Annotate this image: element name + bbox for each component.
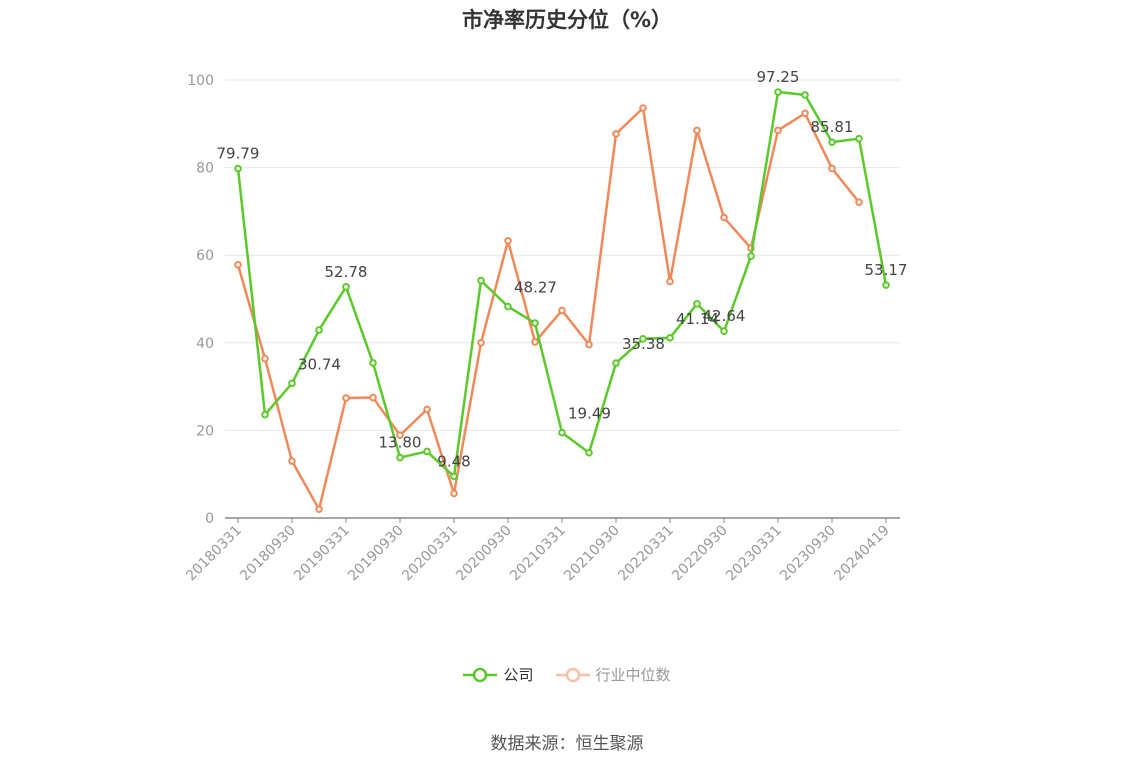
data-point[interactable] — [774, 88, 782, 96]
series-layer — [234, 88, 890, 514]
data-point[interactable] — [369, 359, 377, 367]
data-point[interactable] — [639, 335, 647, 343]
x-tick-label: 20190930 — [345, 523, 407, 585]
data-point[interactable] — [585, 448, 593, 457]
legend: 公司 行业中位数 — [0, 664, 1134, 685]
legend-label-industry-median: 行业中位数 — [595, 666, 671, 684]
data-label: 13.80 — [379, 434, 422, 452]
data-point[interactable] — [855, 134, 863, 143]
data-label: 41.14 — [676, 310, 719, 328]
legend-item-company[interactable]: 公司 — [463, 664, 534, 685]
y-tick-label: 20 — [196, 423, 214, 439]
y-tick-label: 80 — [196, 161, 214, 177]
label-layer: 79.79 30.74 52.78 13.80 9.48 48.27 19.49 35.38 4… — [217, 68, 908, 470]
x-tick-label: 20210331 — [507, 523, 569, 585]
data-point[interactable] — [504, 236, 512, 245]
data-label: 53.17 — [865, 261, 908, 279]
data-point[interactable] — [612, 130, 620, 138]
chart-title: 市净率历史分位（%） — [461, 8, 673, 32]
data-point[interactable] — [639, 104, 647, 112]
x-tick-label: 20210930 — [561, 523, 623, 585]
legend-item-industry-median[interactable]: 行业中位数 — [555, 664, 671, 685]
data-point[interactable] — [315, 505, 323, 514]
data-point[interactable] — [693, 126, 701, 135]
data-point[interactable] — [774, 126, 782, 135]
data-source: 数据来源：恒生聚源 — [490, 734, 644, 754]
data-point[interactable] — [666, 277, 674, 286]
x-tick-label: 20230331 — [723, 523, 785, 585]
data-label: 97.25 — [757, 68, 800, 86]
data-point[interactable] — [585, 340, 593, 349]
series-line-company — [236, 90, 888, 478]
data-point[interactable] — [234, 261, 242, 269]
data-point[interactable] — [558, 306, 566, 315]
data-point[interactable] — [477, 339, 485, 347]
x-tick-label: 20200331 — [399, 523, 461, 585]
data-point[interactable] — [531, 338, 539, 346]
x-tick-label: 20240419 — [831, 523, 893, 585]
data-point[interactable] — [234, 164, 242, 173]
legend-line-marker-icon — [555, 667, 590, 682]
y-tick-label: 40 — [196, 336, 214, 352]
axis-layer: 0 20 40 60 80 100 2018033120180930201903312019… — [183, 73, 900, 584]
data-point[interactable] — [369, 393, 377, 402]
data-point[interactable] — [396, 453, 404, 462]
data-point[interactable] — [450, 489, 458, 498]
data-point[interactable] — [612, 359, 620, 367]
x-tick-label: 20180331 — [183, 523, 245, 585]
data-point[interactable] — [666, 334, 674, 342]
y-tick-label: 100 — [187, 73, 214, 89]
data-point[interactable] — [342, 394, 350, 402]
legend-line-marker-icon — [463, 667, 498, 682]
data-label: 30.74 — [298, 355, 341, 373]
data-point[interactable] — [882, 281, 890, 289]
data-label: 48.27 — [514, 279, 557, 297]
data-point[interactable] — [828, 164, 836, 173]
data-label: 52.78 — [325, 263, 368, 281]
data-point[interactable] — [261, 354, 269, 363]
x-tick-label: 20220331 — [615, 523, 677, 585]
data-label: 9.48 — [437, 452, 470, 470]
y-tick-label: 0 — [205, 511, 214, 527]
data-point[interactable] — [720, 213, 728, 222]
data-point[interactable] — [801, 91, 809, 99]
data-point[interactable] — [423, 447, 431, 456]
data-point[interactable] — [261, 410, 269, 419]
data-point[interactable] — [450, 472, 458, 481]
data-point[interactable] — [693, 300, 701, 308]
data-point[interactable] — [720, 327, 728, 336]
x-tick-label: 20200930 — [453, 523, 515, 585]
y-tick-label: 60 — [196, 248, 214, 264]
data-point[interactable] — [504, 302, 512, 311]
data-point[interactable] — [558, 428, 566, 437]
data-label: 35.38 — [622, 335, 665, 353]
data-point[interactable] — [855, 198, 863, 207]
data-point[interactable] — [828, 138, 836, 146]
data-point[interactable] — [423, 405, 431, 414]
data-point[interactable] — [477, 276, 485, 285]
data-label: 79.79 — [217, 145, 260, 163]
data-point[interactable] — [801, 109, 809, 118]
data-point[interactable] — [288, 457, 296, 465]
data-point[interactable] — [531, 319, 539, 327]
data-point[interactable] — [288, 379, 296, 388]
x-tick-label: 20230930 — [777, 523, 839, 585]
x-tick-label: 20220930 — [669, 523, 731, 585]
data-point[interactable] — [396, 431, 404, 440]
data-point[interactable] — [747, 252, 755, 260]
legend-label-company: 公司 — [503, 666, 534, 684]
grid-layer — [225, 79, 900, 431]
data-label: 85.81 — [811, 118, 854, 136]
data-label: 42.64 — [703, 307, 746, 325]
x-tick-label: 20190331 — [291, 523, 353, 585]
data-point[interactable] — [342, 283, 350, 291]
x-tick-label: 20180930 — [237, 523, 299, 585]
data-point[interactable] — [315, 326, 323, 334]
data-label: 19.49 — [568, 405, 611, 423]
